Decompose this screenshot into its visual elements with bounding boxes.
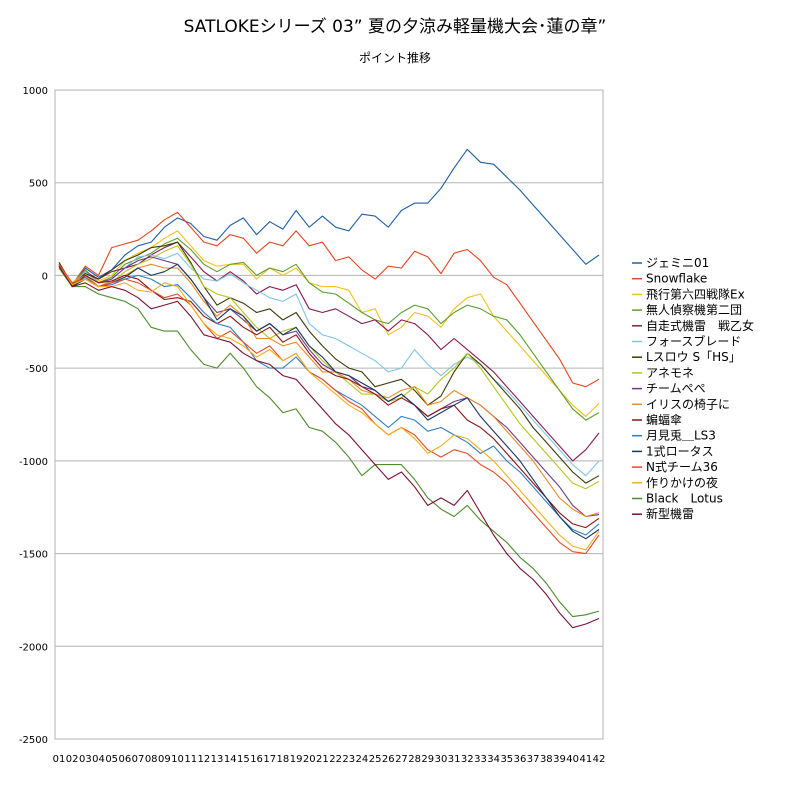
x-tick-label: 08 (145, 754, 158, 765)
legend-label: 新型機雷 (646, 506, 694, 521)
plot-area (54, 89, 604, 740)
x-tick-label: 09 (158, 754, 171, 765)
x-tick-label: 18 (277, 754, 290, 765)
x-tick-label: 03 (79, 754, 92, 765)
legend-label: 1式ロータス (646, 444, 714, 458)
x-tick-label: 30 (435, 754, 448, 765)
x-tick-label: 20 (303, 754, 316, 765)
legend-label: ジェミニ01 (646, 256, 709, 270)
x-tick-label: 37 (527, 754, 540, 765)
y-tick-label: -1500 (19, 550, 48, 561)
series-lines (58, 148, 600, 629)
legend-label: フォースブレード (646, 334, 741, 349)
x-tick-label: 04 (92, 754, 105, 765)
chart-subtitle: ポイント推移 (359, 51, 431, 65)
y-tick-label: -1000 (19, 457, 48, 468)
series-line-13 (58, 263, 600, 540)
series-line-16 (58, 267, 600, 618)
y-tick-label: -2000 (19, 642, 48, 653)
legend-label: チームぺぺ (646, 382, 706, 396)
legend-label: 無人偵察機第二団 (646, 302, 742, 317)
x-tick-label: 24 (356, 754, 369, 765)
series-line-14 (58, 263, 600, 555)
x-tick-label: 27 (395, 754, 408, 765)
x-tick-label: 41 (579, 754, 592, 765)
legend-label: 自走式機雷 戦乙女 (646, 318, 754, 333)
legend-label: 蝙蝠傘 (646, 412, 682, 427)
x-tick-label: 32 (461, 754, 474, 765)
series-line-8 (58, 245, 600, 490)
x-tick-label: 36 (514, 754, 527, 765)
x-tick-label: 06 (118, 754, 131, 765)
x-tick-label: 13 (211, 754, 224, 765)
y-axis-ticks: 1000 500 0 -500 -1000 -1500 -2000 -2500 (19, 86, 48, 746)
legend-label: 月見兎＿LS3 (646, 429, 716, 443)
x-tick-label: 40 (566, 754, 579, 765)
series-line-6 (58, 252, 600, 477)
legend-label: Lスロウ S「HS」 (646, 350, 741, 364)
x-tick-label: 01 (53, 754, 66, 765)
x-tick-label: 07 (132, 754, 145, 765)
x-tick-label: 25 (369, 754, 382, 765)
legend-label: 作りかけの夜 (646, 475, 718, 490)
x-tick-label: 35 (500, 754, 513, 765)
legend-label: Snowflake (646, 272, 707, 286)
legend-label: イリスの椅子に (646, 397, 730, 411)
x-tick-label: 34 (487, 754, 500, 765)
legend-label: 飛行第六四戦隊Ex (646, 286, 745, 301)
y-tick-label: 0 (42, 271, 48, 282)
x-tick-label: 10 (171, 754, 184, 765)
x-tick-label: 19 (290, 754, 303, 765)
y-tick-label: 500 (29, 179, 48, 190)
x-axis-ticks: 01 02 03 04 05 06 07 08 09 10 11 12 13 14 15 16 17 18 19 20… (53, 754, 606, 765)
series-line-17 (58, 265, 600, 629)
series-line-7 (58, 241, 600, 484)
y-tick-label: -2500 (19, 735, 48, 746)
x-tick-label: 21 (316, 754, 329, 765)
x-tick-label: 17 (263, 754, 276, 765)
x-tick-label: 26 (382, 754, 395, 765)
x-tick-label: 38 (540, 754, 553, 765)
grid-lines (55, 89, 603, 740)
x-tick-label: 23 (342, 754, 355, 765)
x-tick-label: 02 (66, 754, 79, 765)
y-tick-label: -500 (25, 364, 48, 375)
x-tick-label: 12 (198, 754, 211, 765)
x-tick-label: 28 (408, 754, 421, 765)
y-tick-label: 1000 (23, 86, 48, 97)
series-line-9 (58, 256, 600, 518)
x-tick-label: 11 (184, 754, 197, 765)
series-line-5 (58, 241, 600, 462)
series-line-2 (58, 211, 600, 388)
series-line-10 (58, 263, 600, 518)
x-tick-label: 33 (474, 754, 487, 765)
x-tick-label: 16 (250, 754, 263, 765)
series-line-4 (58, 237, 600, 421)
x-tick-label: 31 (448, 754, 461, 765)
legend-label: アネモネ (646, 366, 694, 380)
chart-title: SATLOKEシリーズ 03” 夏の夕涼み軽量機大会･蓮の章” (184, 17, 607, 37)
x-tick-label: 29 (421, 754, 434, 765)
legend-label: Black Lotus (646, 492, 723, 506)
x-tick-label: 14 (224, 754, 237, 765)
x-tick-label: 05 (105, 754, 118, 765)
x-tick-label: 22 (329, 754, 342, 765)
legend-label: N式チーム36 (646, 460, 718, 474)
series-line-1 (58, 148, 600, 288)
series-line-15 (58, 265, 600, 551)
x-tick-label: 42 (593, 754, 606, 765)
x-tick-label: 39 (553, 754, 566, 765)
x-tick-label: 15 (237, 754, 250, 765)
